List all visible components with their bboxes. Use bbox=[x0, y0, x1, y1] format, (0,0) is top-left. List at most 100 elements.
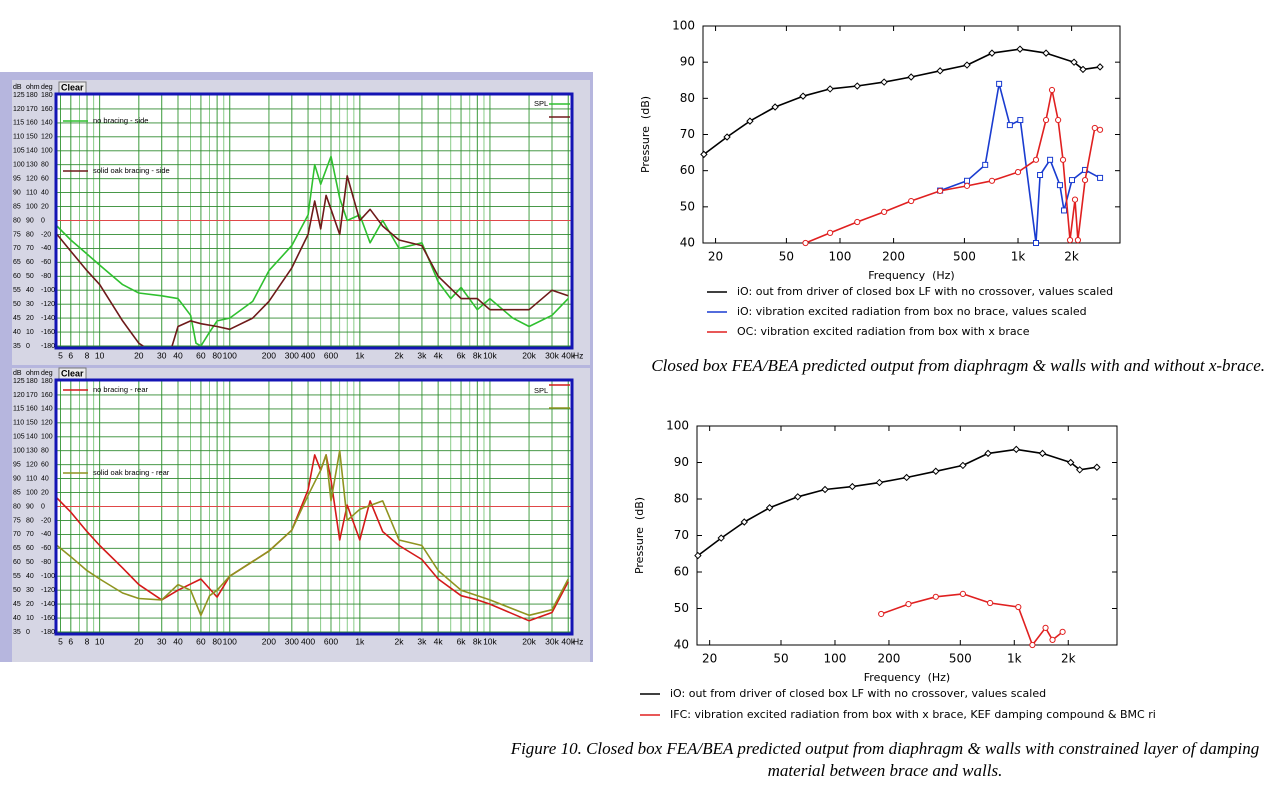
marker bbox=[1093, 463, 1101, 471]
marker bbox=[1047, 156, 1054, 163]
marker bbox=[932, 593, 939, 600]
ohm-tick-label: 140 bbox=[26, 434, 38, 441]
deg-tick-label: -160 bbox=[41, 615, 55, 622]
marker bbox=[963, 61, 971, 69]
y-tick-label: 85 bbox=[13, 489, 21, 496]
marker bbox=[881, 208, 888, 215]
marker bbox=[959, 590, 967, 598]
marker bbox=[1042, 116, 1050, 124]
deg-tick-label: 80 bbox=[41, 448, 49, 455]
y-tick-label: 90 bbox=[674, 455, 689, 469]
x-tick-label: 600 bbox=[324, 350, 338, 360]
y-tick-label: 35 bbox=[13, 343, 21, 350]
series-line bbox=[57, 155, 569, 346]
y-tick-label: 90 bbox=[13, 475, 21, 482]
axis-unit: deg bbox=[41, 84, 53, 91]
axis-unit: ohm bbox=[26, 370, 40, 377]
x-tick-label: 1k bbox=[355, 636, 365, 646]
x-tick-label: 1k bbox=[1007, 652, 1022, 666]
marker bbox=[723, 133, 731, 141]
marker bbox=[765, 504, 774, 512]
ohm-tick-label: 20 bbox=[26, 315, 34, 322]
marker bbox=[1049, 636, 1056, 643]
ohm-tick-label: 80 bbox=[26, 231, 34, 238]
y-tick-label: 80 bbox=[13, 503, 21, 510]
marker bbox=[1033, 240, 1040, 246]
ohm-tick-label: 70 bbox=[26, 531, 34, 538]
y-tick-label: 90 bbox=[680, 55, 695, 69]
marker bbox=[799, 92, 807, 100]
x-unit: Hz bbox=[573, 350, 583, 360]
x-tick-label: 20 bbox=[708, 250, 723, 264]
marker bbox=[1014, 169, 1022, 176]
y-tick-label: 85 bbox=[13, 203, 21, 210]
x-tick-label: 8k bbox=[473, 636, 483, 646]
x-tick-label: 80 bbox=[212, 350, 222, 360]
marker bbox=[1070, 58, 1078, 66]
deg-tick-label: 140 bbox=[41, 120, 53, 127]
marker bbox=[1059, 156, 1067, 163]
x-tick-label: 20 bbox=[134, 350, 144, 360]
marker bbox=[1059, 628, 1066, 635]
y-tick-label: 100 bbox=[672, 19, 695, 33]
y-tick-label: 50 bbox=[13, 301, 21, 308]
deg-tick-label: 0 bbox=[41, 503, 45, 510]
y-tick-label: 40 bbox=[13, 615, 21, 622]
deg-tick-label: 60 bbox=[41, 176, 49, 183]
marker bbox=[878, 610, 885, 618]
ohm-tick-label: 10 bbox=[26, 329, 34, 336]
marker bbox=[905, 601, 912, 608]
x-tick-label: 50 bbox=[779, 250, 794, 264]
y-tick-label: 65 bbox=[13, 545, 21, 552]
marker bbox=[907, 73, 915, 81]
y-tick-label: 70 bbox=[674, 528, 689, 542]
x-tick-label: 20k bbox=[522, 636, 536, 646]
deg-tick-label: -100 bbox=[41, 573, 55, 580]
marker bbox=[959, 461, 967, 470]
x-tick-label: 60 bbox=[196, 636, 206, 646]
marker bbox=[964, 177, 971, 184]
marker bbox=[908, 197, 915, 205]
next-panel-stub bbox=[12, 657, 590, 662]
x-tick-label: 4k bbox=[434, 350, 444, 360]
x-tick-label: 4k bbox=[434, 636, 444, 646]
x-tick-label: 100 bbox=[223, 636, 237, 646]
deg-tick-label: -20 bbox=[41, 231, 51, 238]
x-axis-label: Frequency (Hz) bbox=[864, 671, 950, 684]
ohm-tick-label: 130 bbox=[26, 162, 38, 169]
marker bbox=[1017, 117, 1024, 124]
ohm-tick-label: 100 bbox=[26, 489, 38, 496]
marker bbox=[1048, 86, 1056, 94]
marker bbox=[1079, 65, 1087, 74]
x-tick-label: 6k bbox=[457, 350, 467, 360]
marker bbox=[1015, 603, 1022, 611]
deg-tick-label: 160 bbox=[41, 392, 53, 399]
ohm-tick-label: 20 bbox=[26, 601, 34, 608]
ohm-tick-label: 40 bbox=[26, 573, 34, 580]
x-tick-label: 10 bbox=[95, 636, 105, 646]
ohm-tick-label: 0 bbox=[26, 343, 30, 350]
x-unit: Hz bbox=[573, 636, 583, 646]
marker bbox=[740, 518, 748, 526]
marker bbox=[1097, 174, 1104, 181]
x-tick-label: 1k bbox=[1011, 250, 1026, 264]
x-tick-label: 8k bbox=[473, 350, 483, 360]
deg-tick-label: 100 bbox=[41, 148, 53, 155]
ohm-tick-label: 30 bbox=[26, 587, 34, 594]
ohm-tick-label: 180 bbox=[26, 378, 38, 385]
x-tick-label: 40 bbox=[173, 350, 183, 360]
x-tick-label: 2k bbox=[395, 636, 405, 646]
marker bbox=[988, 177, 996, 184]
marker bbox=[854, 218, 861, 226]
spl-label: SPL bbox=[534, 99, 548, 108]
marker bbox=[746, 117, 754, 125]
ohm-tick-label: 170 bbox=[26, 392, 38, 399]
legend-label: OC: vibration excited radiation from box… bbox=[737, 325, 1030, 338]
legend-label: IFC: vibration excited radiation from bo… bbox=[670, 708, 1156, 721]
y-tick-label: 50 bbox=[674, 601, 689, 615]
x-tick-label: 30 bbox=[157, 636, 167, 646]
x-tick-label: 10k bbox=[483, 636, 497, 646]
deg-tick-label: 120 bbox=[41, 134, 53, 141]
y-tick-label: 95 bbox=[13, 176, 21, 183]
